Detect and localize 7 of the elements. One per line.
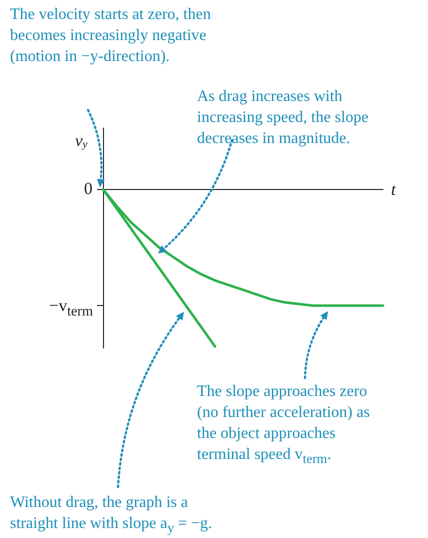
text: The slope approaches zero (no further acceleration) as the object approaches terminal speed v$_{term}$. [197,382,370,468]
text: 0 [84,178,92,200]
text: As drag increases with increasing speed, the slope decreases in magnitude. [197,87,368,149]
text: −v$_{term}$ [49,294,94,321]
x-axis-title: t [391,180,397,199]
text: The velocity starts at zero, then becomes increasingly negative (motion in −y-direction). [10,5,211,67]
text: Without drag, the graph is a straight line with slope a$_{y}$ = −g. [10,493,212,538]
